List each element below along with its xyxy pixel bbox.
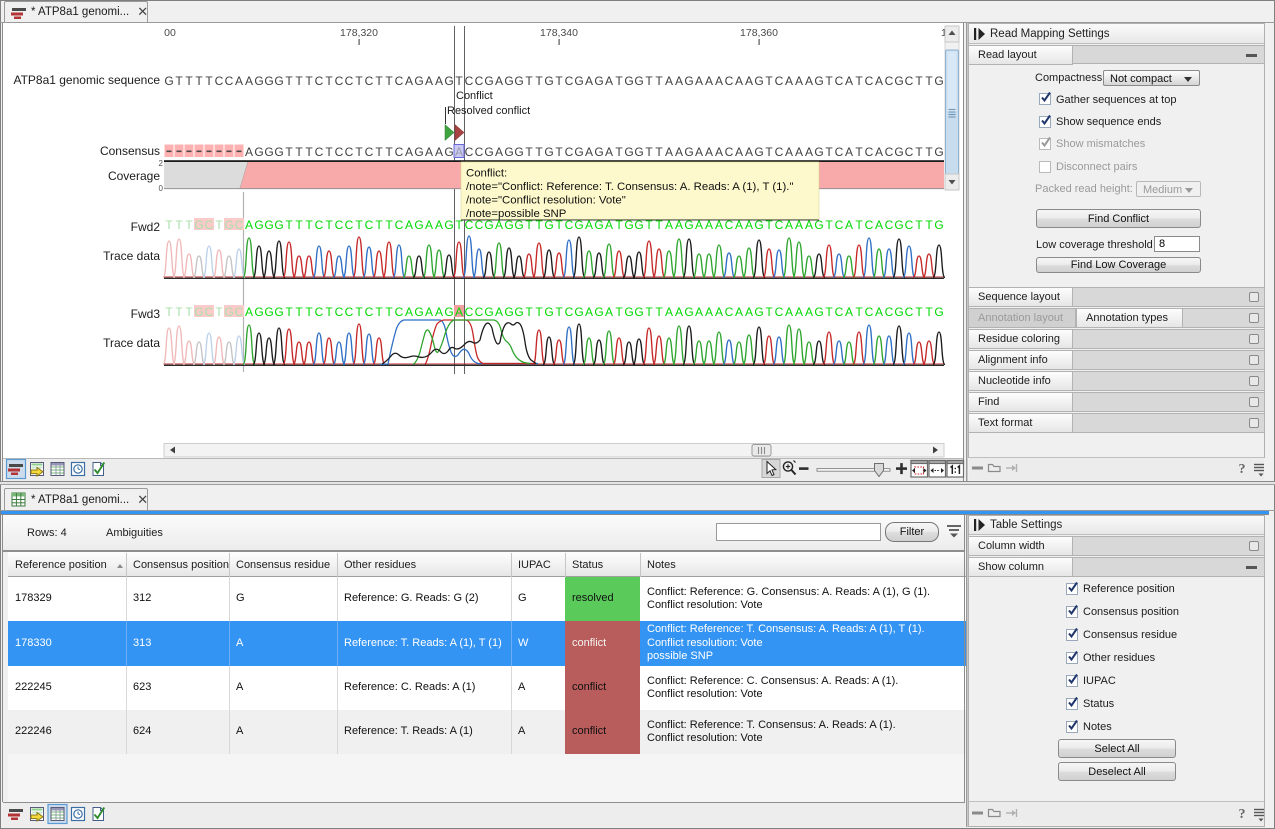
svg-text:/note="Conflict resolution: Vo: /note="Conflict resolution: Vote" (466, 195, 626, 207)
svg-text:/note="Conflict: Reference: T.: /note="Conflict: Reference: T. Consensus… (466, 181, 794, 193)
svg-text:AGGGTTTCTCCTCTTCAGAAG: AGGGTTTCTCCTCTTCAGAAG (245, 145, 454, 159)
svg-text:TTTGCTGC: TTTGCTGC (165, 218, 243, 232)
svg-text:Conflict: Conflict (456, 90, 493, 102)
svg-text:Resolved conflict: Resolved conflict (447, 105, 530, 117)
svg-text:A: A (455, 145, 463, 159)
svg-text:/note=possible SNP: /note=possible SNP (466, 208, 566, 220)
svg-text:Coverage: Coverage (108, 169, 160, 183)
svg-text:178,360: 178,360 (740, 27, 778, 39)
svg-text:0: 0 (159, 184, 164, 193)
svg-text:Conflict:: Conflict: (466, 168, 507, 180)
svg-text:TTTGCTGC: TTTGCTGC (165, 305, 243, 319)
svg-text:178,320: 178,320 (340, 27, 378, 39)
svg-text:178,340: 178,340 (540, 27, 578, 39)
svg-text:1: 1 (941, 27, 947, 39)
svg-text:AGGGTTTCTCCTCTTCAGAAGACCGAGGTT: AGGGTTTCTCCTCTTCAGAAGACCGAGGTTGTCGAGATGG… (245, 305, 944, 319)
svg-text:ATP8a1 genomic sequence: ATP8a1 genomic sequence (13, 73, 160, 87)
svg-text:Trace data: Trace data (103, 336, 160, 350)
svg-text:2: 2 (159, 159, 164, 168)
svg-text:CCGAGGTTGTCGAGATGGTTAAGAAACAAG: CCGAGGTTGTCGAGATGGTTAAGAAACAAGTCAAAGTCAT… (465, 145, 944, 159)
svg-text:00: 00 (164, 27, 176, 39)
svg-text:Fwd2: Fwd2 (131, 220, 161, 234)
svg-text:AGGGTTTCTCCTCTTCAGAAGTCCGAGGTT: AGGGTTTCTCCTCTTCAGAAGTCCGAGGTTGTCGAGATGG… (245, 218, 944, 232)
svg-text:Trace data: Trace data (103, 249, 160, 263)
svg-text:?: ? (1239, 462, 1246, 477)
svg-text:?: ? (1239, 807, 1246, 822)
svg-text:Fwd3: Fwd3 (131, 307, 161, 321)
svg-text:Consensus: Consensus (100, 144, 160, 158)
